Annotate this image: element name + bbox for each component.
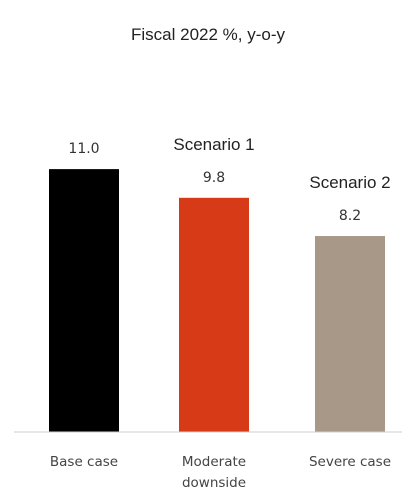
category-label-2: Severe case: [309, 454, 391, 470]
category-label-1-line-0: Moderate: [182, 454, 246, 470]
category-label-1-line-1: downside: [182, 475, 246, 491]
bar-1: [179, 197, 249, 432]
value-label-1: 9.8: [203, 170, 225, 186]
value-label-0: 11.0: [68, 141, 99, 157]
annotation-1: Scenario 2: [309, 173, 390, 192]
annotation-0: Scenario 1: [173, 135, 254, 154]
category-label-0: Base case: [50, 454, 118, 470]
bar-2: [315, 236, 385, 432]
bar-0: [49, 169, 119, 432]
value-label-2: 8.2: [339, 208, 361, 224]
chart-title: Fiscal 2022 %, y-o-y: [131, 25, 285, 44]
